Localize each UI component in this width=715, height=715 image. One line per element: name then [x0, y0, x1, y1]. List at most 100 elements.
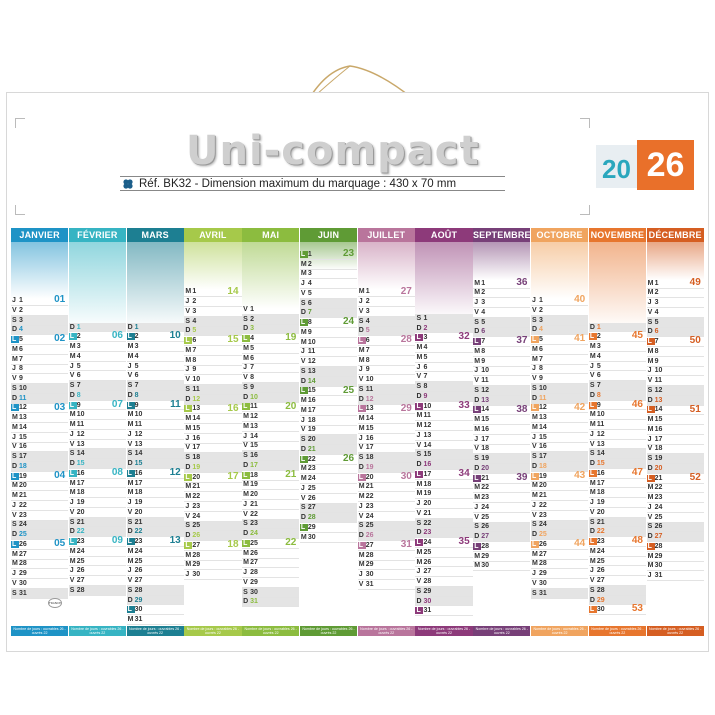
- day-number: 3: [423, 334, 428, 342]
- day-list: M 1 27 J 2 V 3 S 4 D 5 L 6 28 M 7 M 8 J 9 V 10 S 11 D 12 L 13 29 M 14 M…: [357, 286, 415, 590]
- day-row: M 27: [531, 550, 589, 560]
- day-row: L 3 32: [415, 331, 473, 344]
- weekday-letter: M: [532, 492, 538, 500]
- weekday-letter: D: [416, 392, 422, 400]
- day-number: 11: [192, 385, 200, 393]
- weekday-letter: D: [358, 463, 364, 471]
- weekday-letter: D: [300, 377, 306, 385]
- day-number: 11: [654, 377, 662, 385]
- saint-name: [318, 260, 357, 268]
- day-number: 31: [539, 589, 547, 597]
- saint-name: [549, 414, 588, 422]
- day-row: M 10: [68, 410, 126, 421]
- day-number: 30: [481, 562, 490, 570]
- day-row: M 1 14: [184, 286, 242, 298]
- weekday-letter: M: [474, 416, 481, 424]
- day-number: 21: [250, 500, 258, 508]
- weekday-letter: M: [647, 552, 654, 560]
- saint-name: [549, 345, 588, 353]
- day-row: J 17: [473, 435, 531, 445]
- day-number: 4: [539, 326, 543, 334]
- saint-name: [607, 499, 646, 507]
- day-row: L 7 50: [646, 335, 704, 348]
- day-number: 23: [596, 538, 605, 546]
- day-number: 24: [654, 503, 663, 511]
- weekday-letter: M: [532, 414, 538, 422]
- day-number: 10: [423, 402, 432, 410]
- day-number: 19: [539, 472, 547, 480]
- day-number: 2: [192, 298, 197, 306]
- saint-name: [318, 426, 357, 434]
- saint-name: [433, 422, 472, 430]
- weekday-letter: S: [532, 316, 537, 324]
- weekday-letter: L: [646, 338, 655, 346]
- weekday-letter: M: [589, 421, 596, 429]
- saint-name: [145, 440, 184, 448]
- day-row: J 28: [242, 568, 300, 579]
- saint-name: [491, 503, 530, 511]
- day-row: M 18: [126, 488, 184, 499]
- weekday-letter: M: [69, 547, 76, 555]
- day-number: 7: [596, 382, 601, 390]
- saint-name: [202, 307, 241, 315]
- weekday-letter: S: [416, 383, 422, 390]
- day-row: V 22: [242, 510, 300, 520]
- day-row: S 17: [11, 452, 69, 463]
- day-row: D 24: [242, 529, 300, 540]
- weekday-letter: M: [127, 479, 134, 487]
- day-number: 19: [365, 463, 374, 471]
- saint-name: [260, 588, 299, 596]
- day-row: M 29: [646, 552, 704, 562]
- day-row: S 24: [531, 520, 589, 531]
- day-number: 20: [654, 464, 663, 472]
- saint-name: [318, 406, 357, 414]
- day-number: 21: [192, 483, 201, 491]
- day-number: 22: [307, 455, 316, 463]
- week-number: 29: [400, 402, 412, 414]
- saint-name: [260, 569, 299, 577]
- day-number: 3: [481, 299, 486, 307]
- weekday-letter: V: [127, 440, 133, 448]
- saint-name: [665, 416, 704, 424]
- day-row: J 29: [531, 569, 589, 580]
- weekday-letter: M: [243, 481, 249, 489]
- day-number: 13: [423, 431, 432, 439]
- day-number: 21: [365, 483, 374, 491]
- weekday-letter: M: [532, 355, 538, 363]
- weekday-letter: S: [474, 523, 479, 531]
- day-number: 18: [481, 445, 490, 453]
- saint-name: [433, 480, 472, 488]
- day-number: 2: [19, 306, 23, 314]
- day-row: L 14 38: [473, 404, 531, 416]
- saint-name: [607, 362, 646, 370]
- day-number: 26: [192, 532, 201, 540]
- month-column: DÉCEMBRE M 1 49 M 2 J 3 V 4 S 5 D 6 L 7 50 M 8 M 9 J 10 V 11 S 12 D…: [646, 228, 704, 636]
- weekday-letter: L: [473, 474, 482, 482]
- day-row: M 11: [415, 411, 473, 422]
- weekday-letter: J: [127, 567, 132, 575]
- saint-name: [607, 382, 646, 390]
- day-number: 25: [654, 513, 663, 521]
- day-row: L 29: [299, 523, 358, 533]
- day-number: 4: [307, 280, 312, 288]
- day-number: 6: [250, 354, 255, 362]
- weekday-letter: V: [358, 512, 364, 520]
- day-row: M 16: [646, 425, 704, 435]
- day-row: M 23: [646, 493, 704, 504]
- day-number: 26: [481, 523, 490, 531]
- year-suffix: 26: [637, 140, 694, 190]
- weekday-letter: D: [69, 323, 75, 331]
- week-number: 45: [631, 330, 643, 342]
- weekday-letter: L: [299, 387, 308, 395]
- weekday-letter: M: [300, 338, 307, 346]
- weekday-letter: S: [243, 520, 248, 528]
- week-number: 49: [689, 276, 701, 288]
- weekday-letter: J: [127, 362, 132, 370]
